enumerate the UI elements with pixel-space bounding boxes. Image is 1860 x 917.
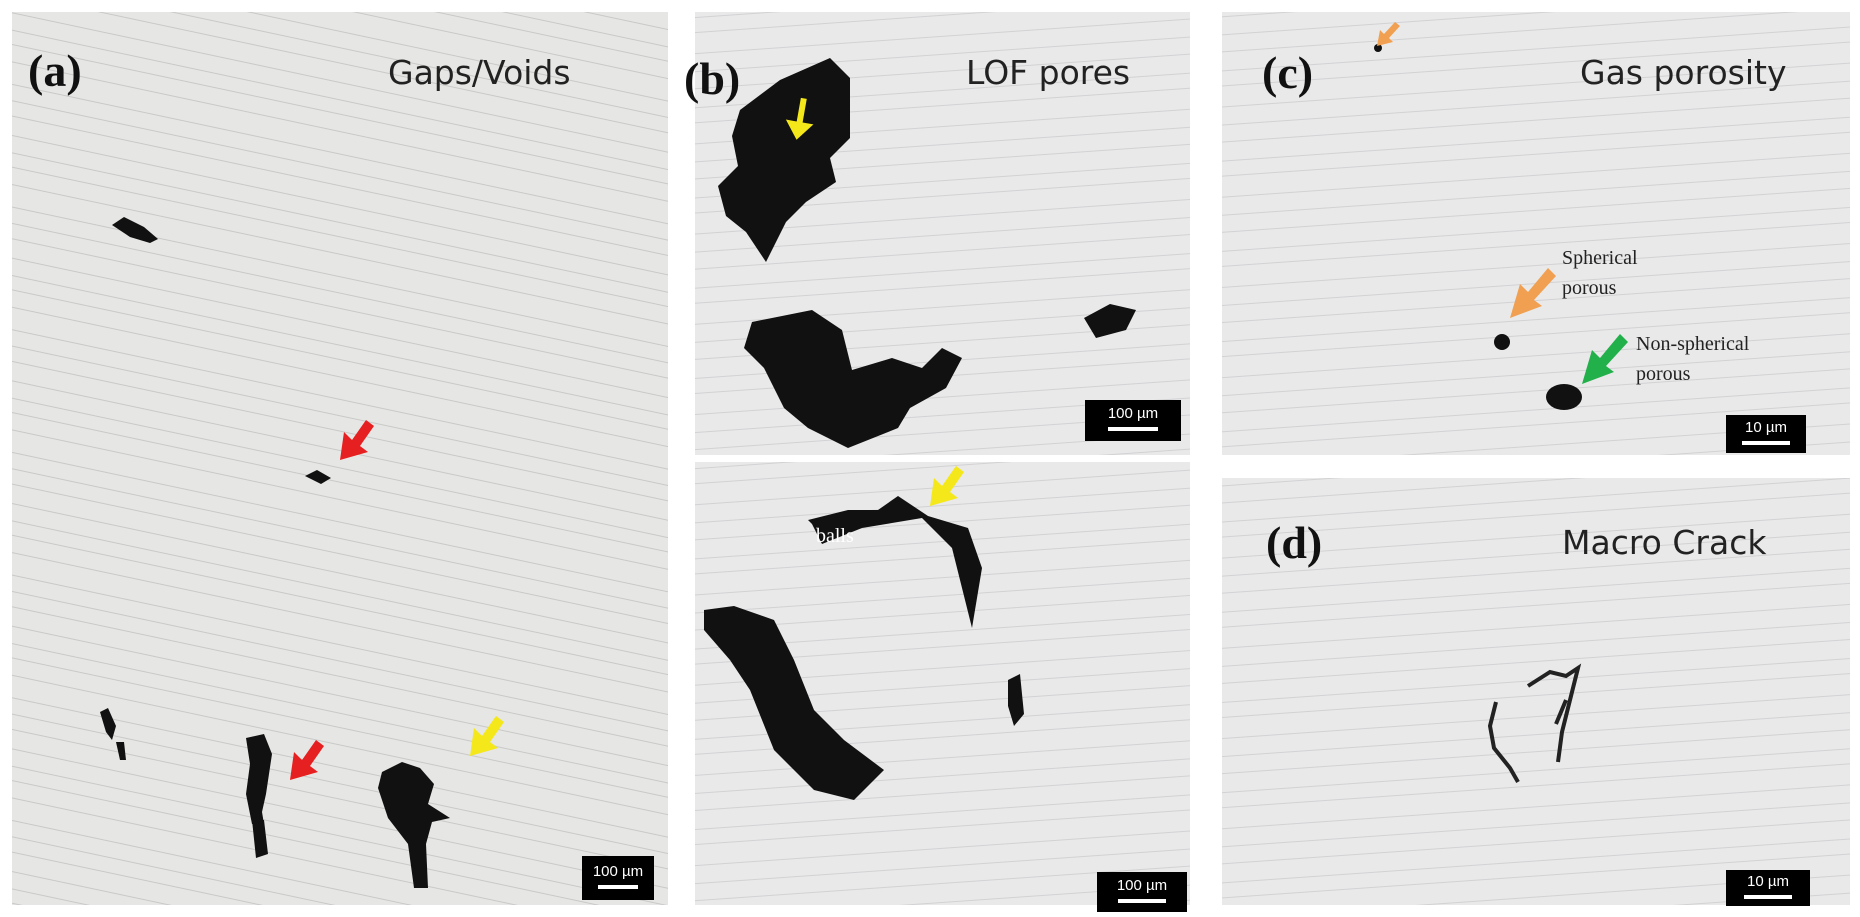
pore (1494, 334, 1510, 350)
panel-title: LOF pores (966, 53, 1130, 92)
panel-title: Macro Crack (1562, 523, 1767, 562)
panel-label: (c) (1262, 47, 1313, 98)
annotation: porous (1562, 277, 1617, 299)
annotation: Non-spherical (1636, 333, 1750, 355)
annotation: balls (816, 525, 854, 547)
pore (1546, 384, 1582, 410)
panel-title: Gaps/Voids (388, 53, 571, 92)
scale-bar-label: 10 µm (1747, 873, 1789, 890)
scale-bar (598, 885, 638, 889)
panel-label: (a) (28, 45, 82, 96)
panel-title: Gas porosity (1580, 53, 1786, 92)
figure: (a) Gaps/Voids 100 µm (b) LOF pores ball… (0, 0, 1860, 917)
scale-bar (1108, 427, 1158, 431)
panel-label: (d) (1266, 517, 1322, 568)
page: {"panels":[ {"label":"(a)","title":"Gaps… (0, 0, 1860, 917)
scale-bar-label: 100 µm (1108, 405, 1158, 422)
micrograph (12, 12, 668, 905)
panel-b: (b) LOF pores balls 100 µm 100 µm (684, 12, 1190, 912)
annotation: Spherical (1562, 247, 1638, 269)
scale-bar (1742, 441, 1790, 445)
panel-label: (b) (684, 53, 740, 104)
panel-c: (c) Gas porosity Spherical porous Non-sp… (1222, 12, 1850, 455)
scale-bar-label: 100 µm (1117, 877, 1167, 894)
scale-bar (1744, 895, 1792, 899)
panel-d: (d) Macro Crack 10 µm (1222, 478, 1850, 906)
annotation: porous (1636, 363, 1691, 385)
panel-a: (a) Gaps/Voids 100 µm (12, 12, 668, 905)
scale-bar-label: 100 µm (593, 863, 643, 880)
scale-bar (1118, 899, 1166, 903)
scale-bar-label: 10 µm (1745, 419, 1787, 436)
